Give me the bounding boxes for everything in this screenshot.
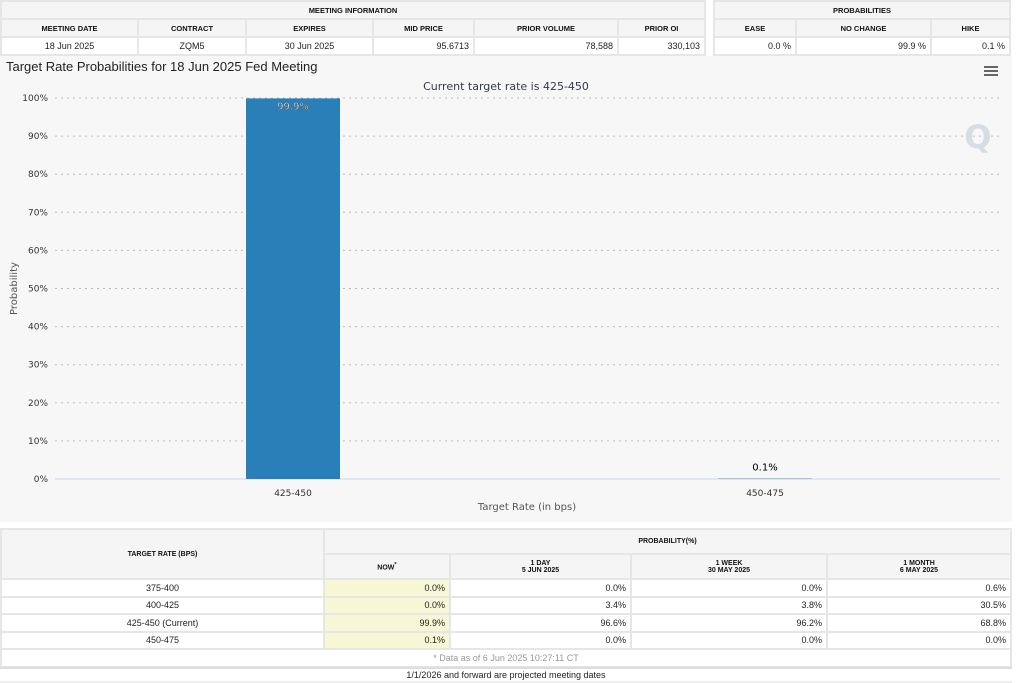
chart-title: Target Rate Probabilities for 18 Jun 202…: [6, 59, 317, 74]
prior-volume: 78,588: [474, 37, 618, 55]
period-header: NOW*: [324, 554, 450, 579]
watermark-logo: Q: [964, 118, 991, 156]
footnote-marker: *: [394, 562, 396, 568]
no-change-value: 99.9 %: [796, 37, 931, 55]
period-label: 1 DAY: [531, 560, 551, 567]
y-tick-label: 80%: [28, 170, 48, 180]
bar-chart: 0% 10% 20% 30% 40% 50% 60% 70% 80% 90% 100% Probabi…: [0, 56, 1012, 522]
mid-price: 95.6713: [373, 37, 474, 55]
y-tick-label: 70%: [28, 208, 48, 218]
data-label: 99.9%: [277, 101, 309, 112]
col-header: EXPIRES: [246, 19, 373, 37]
hike-value: 0.1 %: [931, 37, 1010, 55]
target-rate-cell: 450-475: [1, 632, 324, 650]
y-tick-label: 30%: [28, 361, 48, 371]
probability-cell: 30.5%: [827, 597, 1011, 615]
chart-container: 0% 10% 20% 30% 40% 50% 60% 70% 80% 90% 100% Probabi…: [0, 56, 1012, 522]
col-header: CONTRACT: [138, 19, 246, 37]
probability-cell: 0.1%: [324, 632, 450, 650]
col-header: MEETING DATE: [1, 19, 138, 37]
period-label: NOW: [377, 564, 394, 571]
period-date: 6 MAY 2025: [900, 567, 938, 574]
y-tick-label: 10%: [28, 437, 48, 447]
probability-group-header: PROBABILITY(%): [324, 529, 1011, 554]
target-rate-cell: 425-450 (Current): [1, 614, 324, 632]
probability-cell: 0.0%: [324, 579, 450, 597]
meeting-date: 18 Jun 2025: [1, 37, 138, 55]
data-label: 0.1%: [752, 463, 777, 474]
y-tick-label: 60%: [28, 246, 48, 256]
col-header: NO CHANGE: [796, 19, 931, 37]
x-tick-label: 425-450: [274, 489, 312, 499]
meeting-information-table: MEETING INFORMATION MEETING DATE CONTRAC…: [0, 0, 706, 56]
probability-cell: 96.2%: [631, 614, 827, 632]
probability-cell: 68.8%: [827, 614, 1011, 632]
probability-cell: 96.6%: [450, 614, 631, 632]
probability-cell: 0.0%: [631, 632, 827, 650]
probability-cell: 0.6%: [827, 579, 1011, 597]
contract: ZQM5: [138, 37, 246, 55]
target-rate-cell: 400-425: [1, 597, 324, 615]
col-header: EASE: [714, 19, 796, 37]
y-tick-label: 90%: [28, 132, 48, 142]
probability-cell: 99.9%: [324, 614, 450, 632]
col-header: MID PRICE: [373, 19, 474, 37]
period-date: 30 MAY 2025: [708, 567, 750, 574]
y-tick-label: 20%: [28, 399, 48, 409]
target-rate-cell: 375-400: [1, 579, 324, 597]
data-timestamp-note: * Data as of 6 Jun 2025 10:27:11 CT: [1, 649, 1011, 667]
period-date: 5 JUN 2025: [522, 567, 559, 574]
probability-cell: 0.0%: [450, 579, 631, 597]
table-row: 425-450 (Current)99.9%96.6%96.2%68.8%: [1, 614, 1011, 632]
prior-oi: 330,103: [618, 37, 705, 55]
probabilities-title: PROBABILITIES: [714, 1, 1010, 19]
bar[interactable]: [246, 98, 340, 479]
probability-cell: 0.0%: [324, 597, 450, 615]
y-tick-label: 100%: [22, 94, 48, 104]
probabilities-table: PROBABILITIES EASE NO CHANGE HIKE 0.0 % …: [713, 0, 1011, 56]
probability-cell: 3.4%: [450, 597, 631, 615]
x-axis-label: Target Rate (in bps): [477, 502, 576, 513]
col-header: PRIOR VOLUME: [474, 19, 618, 37]
y-tick-label: 50%: [28, 285, 48, 295]
probability-cell: 0.0%: [827, 632, 1011, 650]
y-tick-label: 0%: [34, 475, 49, 485]
probability-cell: 3.8%: [631, 597, 827, 615]
probability-table: TARGET RATE (BPS) PROBABILITY(%) NOW*1 D…: [0, 528, 1012, 668]
probability-cell: 0.0%: [631, 579, 827, 597]
x-tick-label: 450-475: [746, 489, 784, 499]
chart-subtitle: Current target rate is 425-450: [0, 80, 1012, 93]
period-label: 1 WEEK: [716, 560, 743, 567]
expires: 30 Jun 2025: [246, 37, 373, 55]
meeting-info-title: MEETING INFORMATION: [1, 1, 705, 19]
chart-menu-icon[interactable]: [984, 66, 998, 78]
col-header: HIKE: [931, 19, 1010, 37]
probability-cell: 0.0%: [450, 632, 631, 650]
col-header: PRIOR OI: [618, 19, 705, 37]
target-rate-header: TARGET RATE (BPS): [1, 529, 324, 579]
y-axis-label: Probability: [9, 262, 20, 315]
y-tick-label: 40%: [28, 323, 48, 333]
ease-value: 0.0 %: [714, 37, 796, 55]
period-label: 1 MONTH: [903, 560, 935, 567]
